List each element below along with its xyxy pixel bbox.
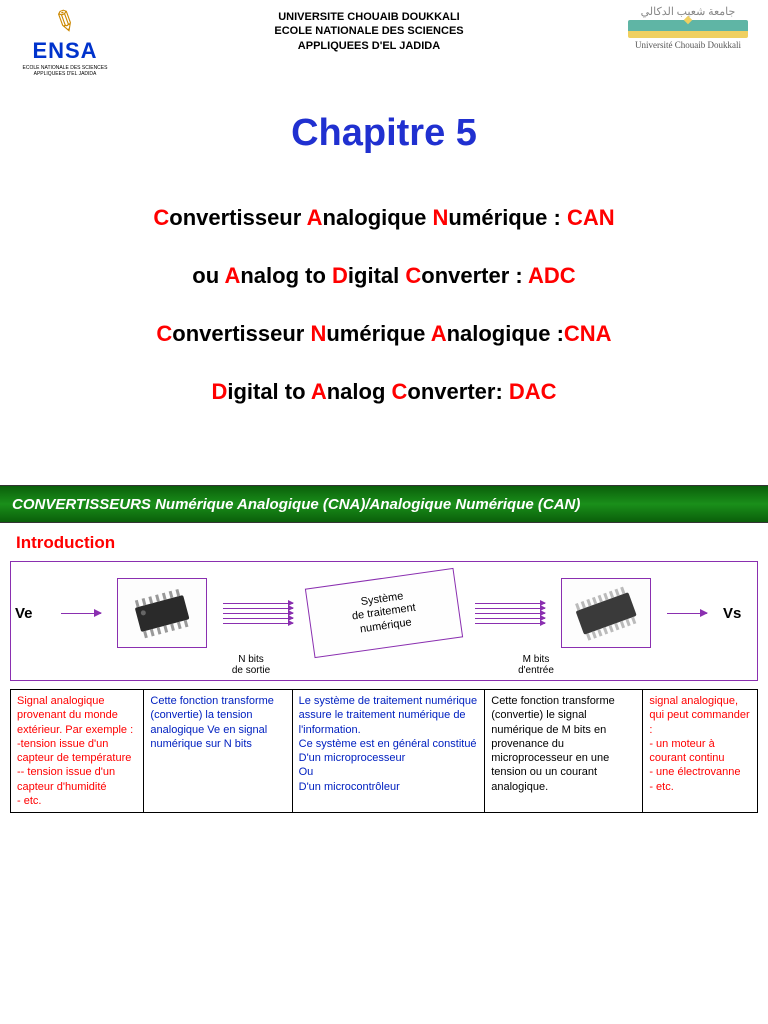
adc-chip-box	[117, 578, 207, 648]
arrows-m-bits	[475, 603, 545, 624]
arrow-vs	[667, 613, 707, 614]
ve-label: Ve	[15, 605, 45, 622]
page-header: ✎ ENSA ECOLE NATIONALE DES SCIENCES APPL…	[0, 0, 768, 77]
table-cell-2: Cette fonction transforme (convertie) la…	[144, 690, 292, 812]
title-lines: Convertisseur Analogique Numérique : CAN…	[0, 205, 768, 405]
uni-line-3: APPLIQUEES D'EL JADIDA	[274, 39, 463, 53]
chip-icon	[122, 586, 202, 641]
arrow-ve	[61, 613, 101, 614]
line-adc: ou Analog to Digital Converter : ADC	[0, 263, 768, 289]
line-can: Convertisseur Analogique Numérique : CAN	[0, 205, 768, 231]
university-title-block: UNIVERSITE CHOUAIB DOUKKALI ECOLE NATION…	[274, 5, 463, 53]
system-box: Système de traitement numérique	[305, 568, 463, 658]
logo-bar-icon	[628, 20, 748, 38]
arrows-n-bits	[223, 603, 293, 624]
doukkali-logo: جامعة شعيب الدكالي Université Chouaib Do…	[618, 5, 758, 50]
ensa-text: ENSA	[10, 38, 120, 64]
pencil-icon: ✎	[47, 2, 82, 42]
description-table: Signal analogique provenant du monde ext…	[10, 689, 758, 813]
dac-chip-box	[561, 578, 651, 648]
n-bits-label: N bits de sortie	[211, 654, 291, 676]
line-cna: Convertisseur Numérique Analogique :CNA	[0, 321, 768, 347]
chapter-title: Chapitre 5	[0, 112, 768, 155]
french-right-text: Université Chouaib Doukkali	[618, 40, 758, 50]
chip-icon	[566, 586, 646, 641]
uni-line-2: ECOLE NATIONALE DES SCIENCES	[274, 24, 463, 38]
ensa-logo: ✎ ENSA ECOLE NATIONALE DES SCIENCES APPL…	[10, 5, 120, 77]
section-green-bar: CONVERTISSEURS Numérique Analogique (CNA…	[0, 485, 768, 523]
uni-line-1: UNIVERSITE CHOUAIB DOUKKALI	[274, 10, 463, 24]
introduction-heading: Introduction	[0, 523, 768, 557]
line-dac: Digital to Analog Converter: DAC	[0, 379, 768, 405]
table-cell-3: Le système de traitement numérique assur…	[293, 690, 486, 812]
table-cell-4: Cette fonction transforme (convertie) le…	[485, 690, 643, 812]
table-cell-5: signal analogique, qui peut commander : …	[643, 690, 757, 812]
m-bits-label: M bits d'entrée	[496, 654, 576, 676]
block-diagram: Ve Système de traitement numér	[10, 561, 758, 681]
table-cell-1: Signal analogique provenant du monde ext…	[11, 690, 144, 812]
vs-label: Vs	[723, 605, 753, 622]
ensa-subtext: ECOLE NATIONALE DES SCIENCES APPLIQUEES …	[10, 66, 120, 77]
